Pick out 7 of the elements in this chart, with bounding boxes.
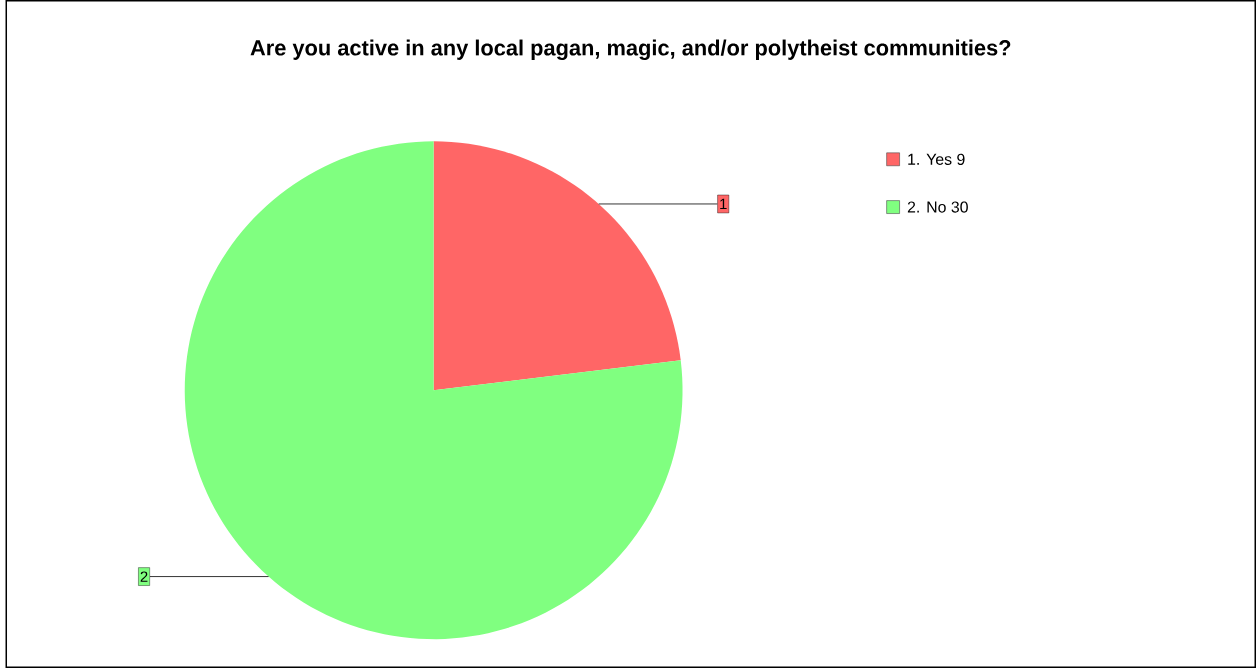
text: 2 bbox=[140, 571, 148, 582]
chart-title: Are you active in any local pagan, magic, and/or polytheist communities? bbox=[250, 39, 1011, 60]
legend-label: 1. Yes bbox=[908, 153, 952, 165]
data-label: 9 bbox=[957, 153, 965, 165]
text: 1 bbox=[720, 198, 727, 210]
data-label: 30 bbox=[951, 201, 968, 213]
legend-label: 2. No bbox=[907, 201, 946, 213]
